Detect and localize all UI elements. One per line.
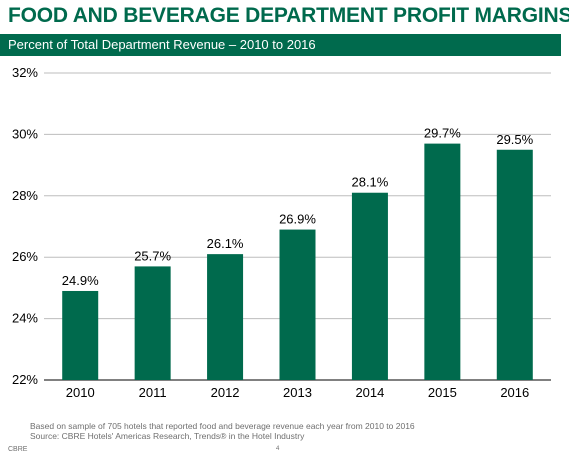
bar-value-label: 26.9% xyxy=(279,212,316,227)
bar xyxy=(134,266,171,380)
bar-value-label: 29.7% xyxy=(424,126,461,141)
y-tick-label: 30% xyxy=(12,126,38,141)
y-tick-label: 26% xyxy=(12,249,38,264)
bar xyxy=(207,254,244,380)
x-tick-label: 2012 xyxy=(211,385,240,400)
y-tick-label: 32% xyxy=(12,65,38,80)
bar-value-label: 26.1% xyxy=(207,236,244,251)
bar xyxy=(424,143,461,380)
bar xyxy=(496,149,533,380)
chart-subtitle: Percent of Total Department Revenue – 20… xyxy=(8,37,316,52)
x-tick-label: 2015 xyxy=(428,385,457,400)
bar xyxy=(279,229,316,380)
bar xyxy=(62,290,99,380)
page-title: FOOD AND BEVERAGE DEPARTMENT PROFIT MARG… xyxy=(8,4,569,27)
y-tick-label: 22% xyxy=(12,372,38,387)
footnote: Based on sample of 705 hotels that repor… xyxy=(30,421,415,441)
brand-label: CBRE xyxy=(8,446,28,453)
bar-value-label: 28.1% xyxy=(351,175,388,190)
bar-value-label: 25.7% xyxy=(134,248,171,263)
y-tick-label: 24% xyxy=(12,311,38,326)
footnote-sample-note: Based on sample of 705 hotels that repor… xyxy=(30,421,415,431)
y-tick-label: 28% xyxy=(12,188,38,203)
x-tick-label: 2011 xyxy=(139,385,167,400)
subtitle-band: Percent of Total Department Revenue – 20… xyxy=(0,34,561,56)
footnote-source: Source: CBRE Hotels' Americas Research, … xyxy=(30,431,305,441)
x-tick-label: 2010 xyxy=(66,385,95,400)
bar xyxy=(351,192,388,380)
bar-value-label: 24.9% xyxy=(62,273,99,288)
bar-value-label: 29.5% xyxy=(496,132,533,147)
x-tick-label: 2013 xyxy=(283,385,312,400)
page-number: 4 xyxy=(276,446,280,452)
x-tick-label: 2014 xyxy=(355,385,384,400)
x-tick-label: 2016 xyxy=(500,385,529,400)
